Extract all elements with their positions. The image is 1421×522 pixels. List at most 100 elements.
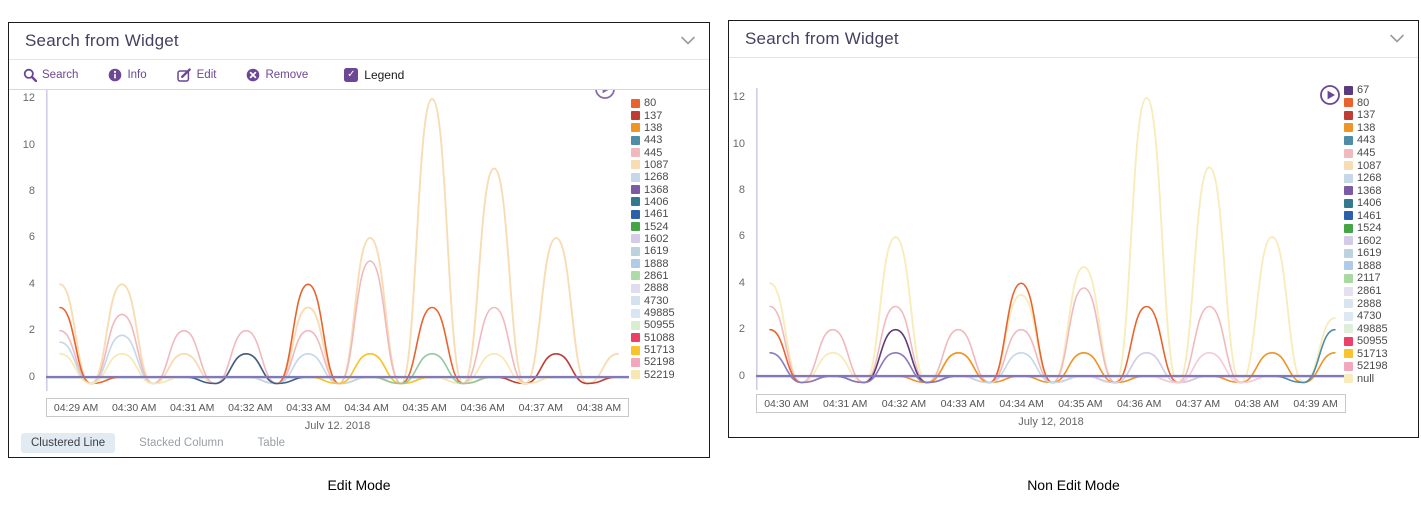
legend-item-1368[interactable]: 1368 bbox=[631, 183, 709, 196]
tab-table[interactable]: Table bbox=[257, 437, 286, 449]
legend-swatch bbox=[631, 172, 640, 182]
legend-item-137[interactable]: 137 bbox=[1344, 109, 1418, 122]
legend-item-1268[interactable]: 1268 bbox=[631, 171, 709, 183]
remove-button[interactable]: Remove bbox=[246, 68, 308, 82]
legend-label: 1268 bbox=[644, 171, 669, 184]
legend-item-1087[interactable]: 1087 bbox=[631, 159, 709, 171]
legend-item-1602[interactable]: 1602 bbox=[1344, 235, 1418, 248]
search-button[interactable]: Search bbox=[23, 68, 78, 82]
edit-button[interactable]: Edit bbox=[176, 67, 216, 82]
x-tick-label: 04:34 AM bbox=[999, 397, 1044, 410]
legend-item-445[interactable]: 445 bbox=[1344, 147, 1418, 160]
legend-item-2888[interactable]: 2888 bbox=[631, 282, 709, 294]
legend-swatch bbox=[631, 259, 640, 269]
x-axis-date: July 12, 2018 bbox=[304, 420, 371, 429]
legend-item-52198[interactable]: 52198 bbox=[631, 356, 709, 368]
legend-label: 2888 bbox=[1357, 297, 1382, 310]
legend-label: 52198 bbox=[1357, 360, 1388, 373]
legend-item-1268[interactable]: 1268 bbox=[1344, 172, 1418, 185]
x-tick-label: 04:33 AM bbox=[940, 397, 985, 410]
legend-item-51713[interactable]: 51713 bbox=[1344, 347, 1418, 360]
y-tick-label: 2 bbox=[738, 323, 745, 336]
legend-item-67[interactable]: 67 bbox=[1344, 84, 1418, 97]
legend-item-1619[interactable]: 1619 bbox=[631, 245, 709, 257]
legend-item-1368[interactable]: 1368 bbox=[1344, 184, 1418, 197]
x-tick-label: 04:29 AM bbox=[53, 401, 99, 414]
legend-swatch bbox=[1344, 361, 1353, 371]
widget-header: Search from Widget bbox=[729, 21, 1418, 58]
legend-item-137[interactable]: 137 bbox=[631, 109, 709, 122]
legend-item-49885[interactable]: 49885 bbox=[631, 307, 709, 319]
legend-item-1087[interactable]: 1087 bbox=[1344, 159, 1418, 172]
legend-item-51713[interactable]: 51713 bbox=[631, 344, 709, 356]
line-chart bbox=[46, 90, 629, 391]
legend-item-1619[interactable]: 1619 bbox=[1344, 247, 1418, 260]
info-button[interactable]: Info bbox=[108, 68, 147, 82]
legend-item-1461[interactable]: 1461 bbox=[1344, 209, 1418, 222]
edit-icon bbox=[176, 67, 191, 82]
legend-item-2861[interactable]: 2861 bbox=[631, 270, 709, 282]
legend-item-50955[interactable]: 50955 bbox=[631, 319, 709, 331]
legend-item-138[interactable]: 138 bbox=[631, 122, 709, 134]
line-chart bbox=[756, 88, 1346, 390]
legend-label: 1268 bbox=[1357, 172, 1382, 185]
x-tick-label: 04:39 AM bbox=[1293, 397, 1338, 410]
chart-area: 0 2 4 6 8 10 12 67 80 137 138 443 445 1087 1268 1368 14… bbox=[729, 58, 1418, 437]
legend-item-4730[interactable]: 4730 bbox=[1344, 310, 1418, 323]
legend-item-1461[interactable]: 1461 bbox=[631, 208, 709, 220]
legend-item-138[interactable]: 138 bbox=[1344, 122, 1418, 135]
chevron-down-icon[interactable] bbox=[1390, 34, 1404, 43]
legend-swatch bbox=[631, 185, 640, 195]
chevron-down-icon[interactable] bbox=[681, 36, 695, 45]
legend-item-80[interactable]: 80 bbox=[1344, 97, 1418, 110]
y-tick-label: 2 bbox=[28, 324, 35, 337]
tab-stacked-column[interactable]: Stacked Column bbox=[139, 437, 224, 449]
legend-label: 80 bbox=[1357, 96, 1370, 109]
legend-item-1602[interactable]: 1602 bbox=[631, 233, 709, 245]
legend-label: 2888 bbox=[644, 282, 669, 295]
x-tick-label: 04:38 AM bbox=[576, 401, 622, 414]
legend-item-1524[interactable]: 1524 bbox=[1344, 222, 1418, 235]
legend-item-null[interactable]: null bbox=[1344, 373, 1418, 386]
legend-label: 137 bbox=[1357, 109, 1376, 122]
series-line-445 bbox=[769, 287, 1336, 384]
legend-item-1524[interactable]: 1524 bbox=[631, 220, 709, 233]
series-line-1087 bbox=[59, 98, 620, 385]
legend-swatch bbox=[1344, 374, 1353, 384]
legend-item-2117[interactable]: 2117 bbox=[1344, 272, 1418, 285]
legend-label: 2117 bbox=[1357, 272, 1381, 285]
legend-item-443[interactable]: 443 bbox=[631, 134, 709, 146]
legend-swatch bbox=[631, 296, 640, 306]
tab-clustered-line[interactable]: Clustered Line bbox=[21, 433, 116, 453]
play-circle-icon[interactable] bbox=[594, 90, 616, 100]
legend-item-51088[interactable]: 51088 bbox=[631, 332, 709, 344]
legend-item-50955[interactable]: 50955 bbox=[1344, 335, 1418, 348]
legend-item-2888[interactable]: 2888 bbox=[1344, 297, 1418, 310]
legend-item-52198[interactable]: 52198 bbox=[1344, 360, 1418, 373]
play-circle-icon[interactable] bbox=[1319, 84, 1341, 106]
legend-label: 52219 bbox=[644, 368, 675, 381]
legend-item-443[interactable]: 443 bbox=[1344, 134, 1418, 147]
legend-label: 1406 bbox=[644, 195, 669, 208]
legend-swatch bbox=[1344, 98, 1353, 108]
legend-swatch bbox=[631, 160, 640, 170]
legend-swatch bbox=[1344, 211, 1353, 221]
legend-item-49885[interactable]: 49885 bbox=[1344, 322, 1418, 335]
legend-item-1888[interactable]: 1888 bbox=[1344, 260, 1418, 273]
legend-item-445[interactable]: 445 bbox=[631, 146, 709, 159]
legend-item-52219[interactable]: 52219 bbox=[631, 369, 709, 381]
legend-item-80[interactable]: 80 bbox=[631, 97, 709, 109]
legend-item-2861[interactable]: 2861 bbox=[1344, 285, 1418, 298]
legend-label: 1087 bbox=[644, 158, 669, 171]
legend-swatch bbox=[631, 98, 640, 108]
legend-item-1406[interactable]: 1406 bbox=[631, 196, 709, 208]
legend-swatch bbox=[631, 234, 640, 244]
legend-label: 50955 bbox=[1357, 335, 1388, 348]
y-tick-label: 12 bbox=[22, 92, 35, 105]
legend-item-4730[interactable]: 4730 bbox=[631, 295, 709, 307]
legend-checkbox[interactable]: ✓ Legend bbox=[344, 67, 404, 82]
legend-swatch bbox=[1344, 248, 1353, 258]
legend-item-1406[interactable]: 1406 bbox=[1344, 197, 1418, 210]
y-tick-label: 6 bbox=[738, 230, 745, 243]
legend-item-1888[interactable]: 1888 bbox=[631, 257, 709, 270]
